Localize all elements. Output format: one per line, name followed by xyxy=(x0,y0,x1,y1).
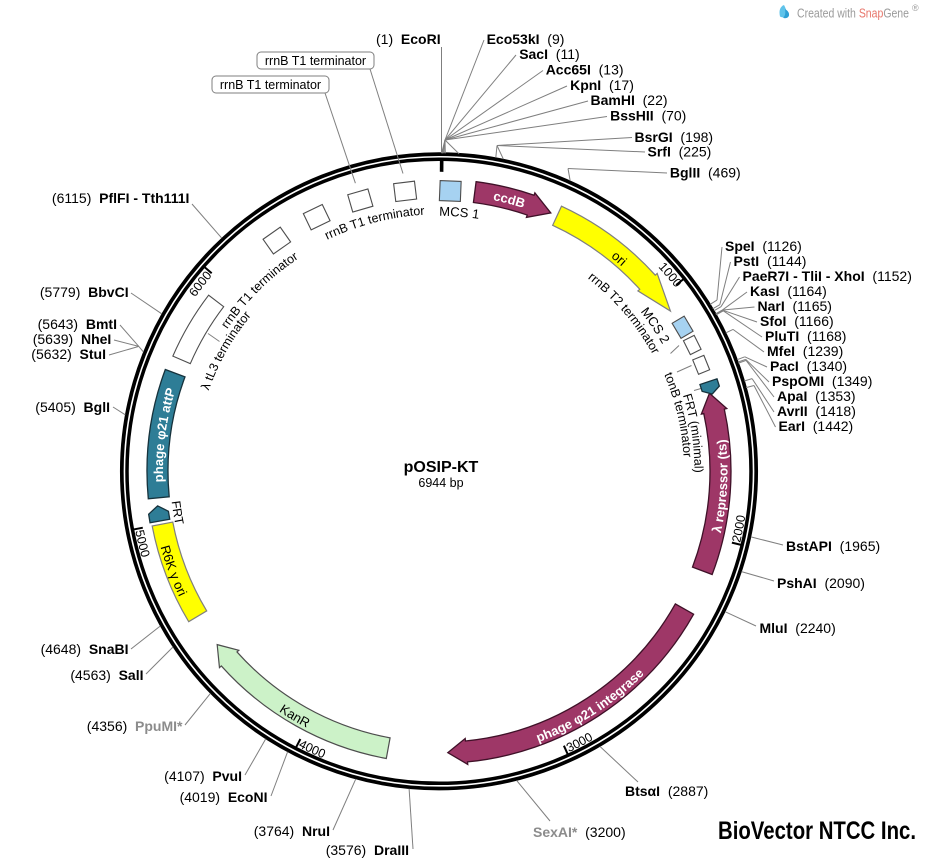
svg-text:BglII (469): BglII (469) xyxy=(670,165,741,181)
svg-text:AvrII (1418): AvrII (1418) xyxy=(777,403,856,419)
svg-text:Created with SnapGene: Created with SnapGene xyxy=(797,7,909,21)
svg-text:NarI (1165): NarI (1165) xyxy=(758,298,832,314)
svg-text:SacI (11): SacI (11) xyxy=(519,46,579,62)
svg-text:ApaI (1353): ApaI (1353) xyxy=(777,388,856,404)
svg-text:(4356) PpuMI*: (4356) PpuMI* xyxy=(87,718,183,734)
svg-text:PshAI (2090): PshAI (2090) xyxy=(777,575,865,591)
svg-text:EarI (1442): EarI (1442) xyxy=(779,418,854,434)
svg-text:BamHI (22): BamHI (22) xyxy=(591,92,668,108)
svg-text:KasI (1164): KasI (1164) xyxy=(750,283,827,299)
svg-text:SrfI (225): SrfI (225) xyxy=(648,144,712,160)
svg-text:(4563) SalI: (4563) SalI xyxy=(70,667,143,683)
svg-text:6944 bp: 6944 bp xyxy=(418,476,463,490)
svg-text:pOSIP-KT: pOSIP-KT xyxy=(404,459,479,476)
svg-text:rrnB T1 terminator: rrnB T1 terminator xyxy=(265,54,366,68)
svg-text:FRT: FRT xyxy=(169,500,187,526)
svg-text:2000: 2000 xyxy=(729,514,748,544)
svg-text:PluTI (1168): PluTI (1168) xyxy=(765,328,846,344)
svg-text:(5779) BbvCI: (5779) BbvCI xyxy=(40,284,129,300)
svg-text:(4648) SnaBI: (4648) SnaBI xyxy=(41,641,129,657)
svg-text:(1) EcoRI: (1) EcoRI xyxy=(376,31,441,47)
svg-text:MfeI (1239): MfeI (1239) xyxy=(767,343,843,359)
svg-text:BssHII (70): BssHII (70) xyxy=(610,108,686,124)
svg-text:SpeI (1126): SpeI (1126) xyxy=(725,238,802,254)
svg-text:SexAI* (3200): SexAI* (3200) xyxy=(533,824,626,840)
svg-text:MluI (2240): MluI (2240) xyxy=(760,620,836,636)
svg-text:rrnB T1 terminator: rrnB T1 terminator xyxy=(220,78,321,92)
svg-text:(6115) PflFI - Tth111I: (6115) PflFI - Tth111I xyxy=(52,190,189,206)
svg-text:SfoI (1166): SfoI (1166) xyxy=(760,313,834,329)
svg-text:BtsαI (2887): BtsαI (2887) xyxy=(625,783,708,799)
svg-text:®: ® xyxy=(912,3,919,13)
svg-text:KpnI (17): KpnI (17) xyxy=(570,77,634,93)
svg-text:(4019) EcoNI: (4019) EcoNI xyxy=(180,789,268,805)
svg-text:(3764) NruI: (3764) NruI xyxy=(254,823,330,839)
svg-text:(4107) PvuI: (4107) PvuI xyxy=(164,768,242,784)
svg-text:Eco53kI (9): Eco53kI (9) xyxy=(487,31,565,47)
svg-text:Acc65I (13): Acc65I (13) xyxy=(546,62,624,78)
svg-text:PspOMI (1349): PspOMI (1349) xyxy=(772,373,872,389)
svg-text:MCS 1: MCS 1 xyxy=(439,204,480,222)
svg-text:PaeR7I - TliI - XhoI (1152): PaeR7I - TliI - XhoI (1152) xyxy=(743,268,912,284)
svg-text:BsrGI (198): BsrGI (198) xyxy=(635,129,714,145)
svg-text:(3576) DraIII: (3576) DraIII xyxy=(326,842,409,858)
svg-text:(5639) NheI: (5639) NheI xyxy=(33,331,112,347)
svg-text:PacI (1340): PacI (1340) xyxy=(770,358,847,374)
svg-text:PstI (1144): PstI (1144) xyxy=(734,253,807,269)
svg-text:5000: 5000 xyxy=(132,529,152,559)
svg-text:(5643) BmtI: (5643) BmtI xyxy=(38,316,117,332)
svg-text:(5632) StuI: (5632) StuI xyxy=(31,346,106,362)
svg-text:BioVector NTCC Inc.: BioVector NTCC Inc. xyxy=(718,817,916,845)
svg-text:BstAPI (1965): BstAPI (1965) xyxy=(786,538,880,554)
svg-text:(5405) BglI: (5405) BglI xyxy=(35,399,110,415)
